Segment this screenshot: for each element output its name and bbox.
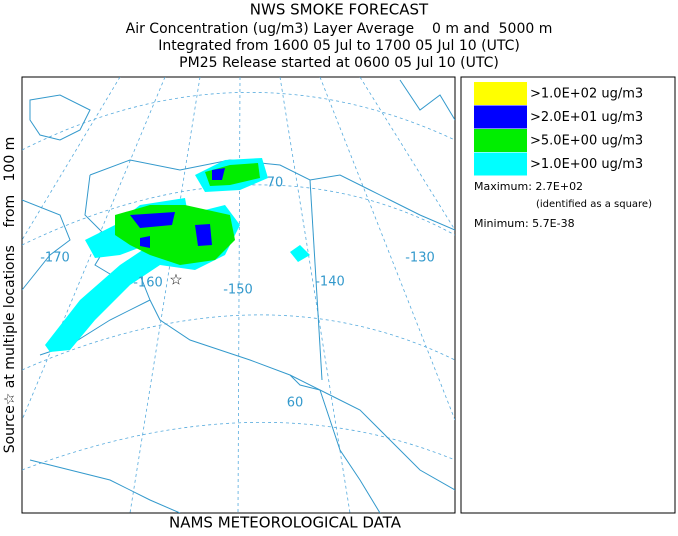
- legend: Maximum: 2.7E+02 (identified as a square…: [460, 76, 676, 514]
- source-marker: ☆: [169, 271, 182, 289]
- max-note: (identified as a square): [536, 199, 652, 210]
- graticule-label: -130: [405, 251, 435, 266]
- graticule-label: 70: [267, 176, 284, 191]
- legend-swatch: [474, 152, 527, 176]
- meridian: [359, 77, 455, 231]
- meridian: [319, 77, 455, 421]
- coastline: [29, 94, 91, 141]
- meridian: [279, 77, 351, 513]
- map: ☆ -170 -160 -150 -140 -130 70 60: [21, 76, 456, 514]
- subtitle: Integrated from 1600 05 Jul to 1700 05 J…: [158, 38, 520, 54]
- legend-swatch: [474, 82, 527, 105]
- graticule-label: -170: [40, 251, 70, 266]
- legend-swatch: [474, 129, 527, 152]
- graticule-label: -150: [223, 283, 253, 298]
- title: NWS SMOKE FORECAST: [250, 1, 429, 19]
- legend-label: >1.0E+02 ug/m3: [530, 87, 643, 102]
- legend-label: >2.0E+01 ug/m3: [530, 110, 643, 125]
- coastline: [29, 459, 181, 513]
- subtitle: PM25 Release started at 0600 05 Jul 10 (…: [179, 55, 499, 71]
- coastline: [289, 374, 381, 513]
- border: [309, 179, 323, 381]
- coastline: [399, 79, 455, 121]
- parallel: [22, 92, 455, 151]
- graticule-label: 60: [287, 396, 304, 411]
- footer: NAMS METEOROLOGICAL DATA: [169, 514, 402, 532]
- smoke-high: [130, 168, 225, 248]
- graticule-label: -140: [315, 275, 345, 290]
- meridian: [237, 77, 241, 513]
- parallel: [22, 421, 455, 471]
- meridian: [129, 77, 201, 513]
- legend-swatch: [474, 105, 527, 129]
- side-label: Source☆ at multiple locations from 100 m: [2, 137, 18, 454]
- smoke-low: [290, 245, 310, 262]
- smoke-mid: [205, 163, 260, 186]
- graticule-label: -160: [133, 276, 163, 291]
- meridian: [22, 77, 121, 241]
- meridian: [22, 77, 166, 421]
- maximum: Maximum: 2.7E+02: [474, 180, 583, 193]
- parallel: [22, 314, 455, 371]
- coastline: [22, 199, 71, 291]
- legend-label: >5.0E+00 ug/m3: [530, 134, 643, 149]
- minimum: Minimum: 5.7E-38: [474, 217, 575, 230]
- legend-label: >1.0E+00 ug/m3: [530, 157, 643, 172]
- subtitle: Air Concentration (ug/m3) Layer Average …: [126, 21, 553, 37]
